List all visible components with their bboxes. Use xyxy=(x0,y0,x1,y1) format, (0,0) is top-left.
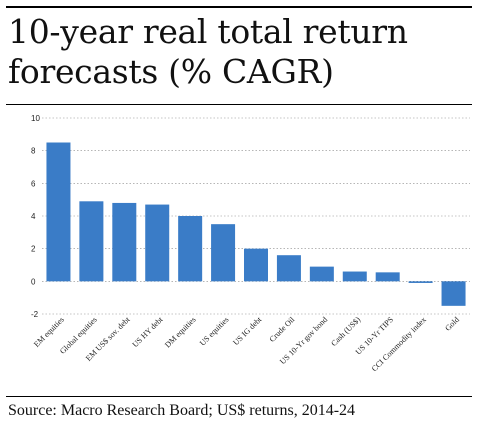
source-note: Source: Macro Research Board; US$ return… xyxy=(8,402,356,419)
gridlines xyxy=(42,117,470,315)
bar-2 xyxy=(112,202,137,282)
bar-4 xyxy=(178,216,203,282)
y-tick-label: 4 xyxy=(31,212,36,221)
bars xyxy=(46,142,466,306)
bar-3 xyxy=(145,204,170,282)
bar-0 xyxy=(46,142,71,282)
category-label: US equities xyxy=(198,315,231,348)
bottom-rule xyxy=(6,396,472,397)
bar-1 xyxy=(79,201,104,282)
bar-12 xyxy=(441,281,466,306)
bar-11 xyxy=(408,281,433,283)
category-label: US IG debt xyxy=(231,315,264,348)
category-label: EM equities xyxy=(32,315,66,349)
y-tick-label: -2 xyxy=(31,310,39,319)
bar-8 xyxy=(309,266,334,282)
category-label: US HY debt xyxy=(131,315,166,350)
chart-rule xyxy=(6,104,472,105)
category-label: Cash (US$) xyxy=(329,315,362,348)
top-rule xyxy=(6,6,472,8)
bar-7 xyxy=(276,255,301,282)
y-tick-label: 10 xyxy=(31,114,40,123)
y-tick-label: 8 xyxy=(31,147,36,156)
category-label: DM equities xyxy=(163,315,197,349)
bar-6 xyxy=(244,248,268,282)
bar-5 xyxy=(211,224,236,282)
category-label: Gold xyxy=(443,315,461,333)
y-axis-ticks: -2 0 2 4 6 8 10 xyxy=(31,114,40,319)
y-tick-label: 6 xyxy=(31,179,36,188)
y-tick-label: 0 xyxy=(31,277,36,286)
bar-9 xyxy=(342,271,367,282)
category-label: Crude Oil xyxy=(268,315,297,344)
category-label: CCI Commodity index xyxy=(370,315,428,373)
y-tick-label: 2 xyxy=(31,245,36,254)
bar-10 xyxy=(375,272,400,282)
chart-title: 10-year real total return forecasts (% C… xyxy=(8,12,408,91)
